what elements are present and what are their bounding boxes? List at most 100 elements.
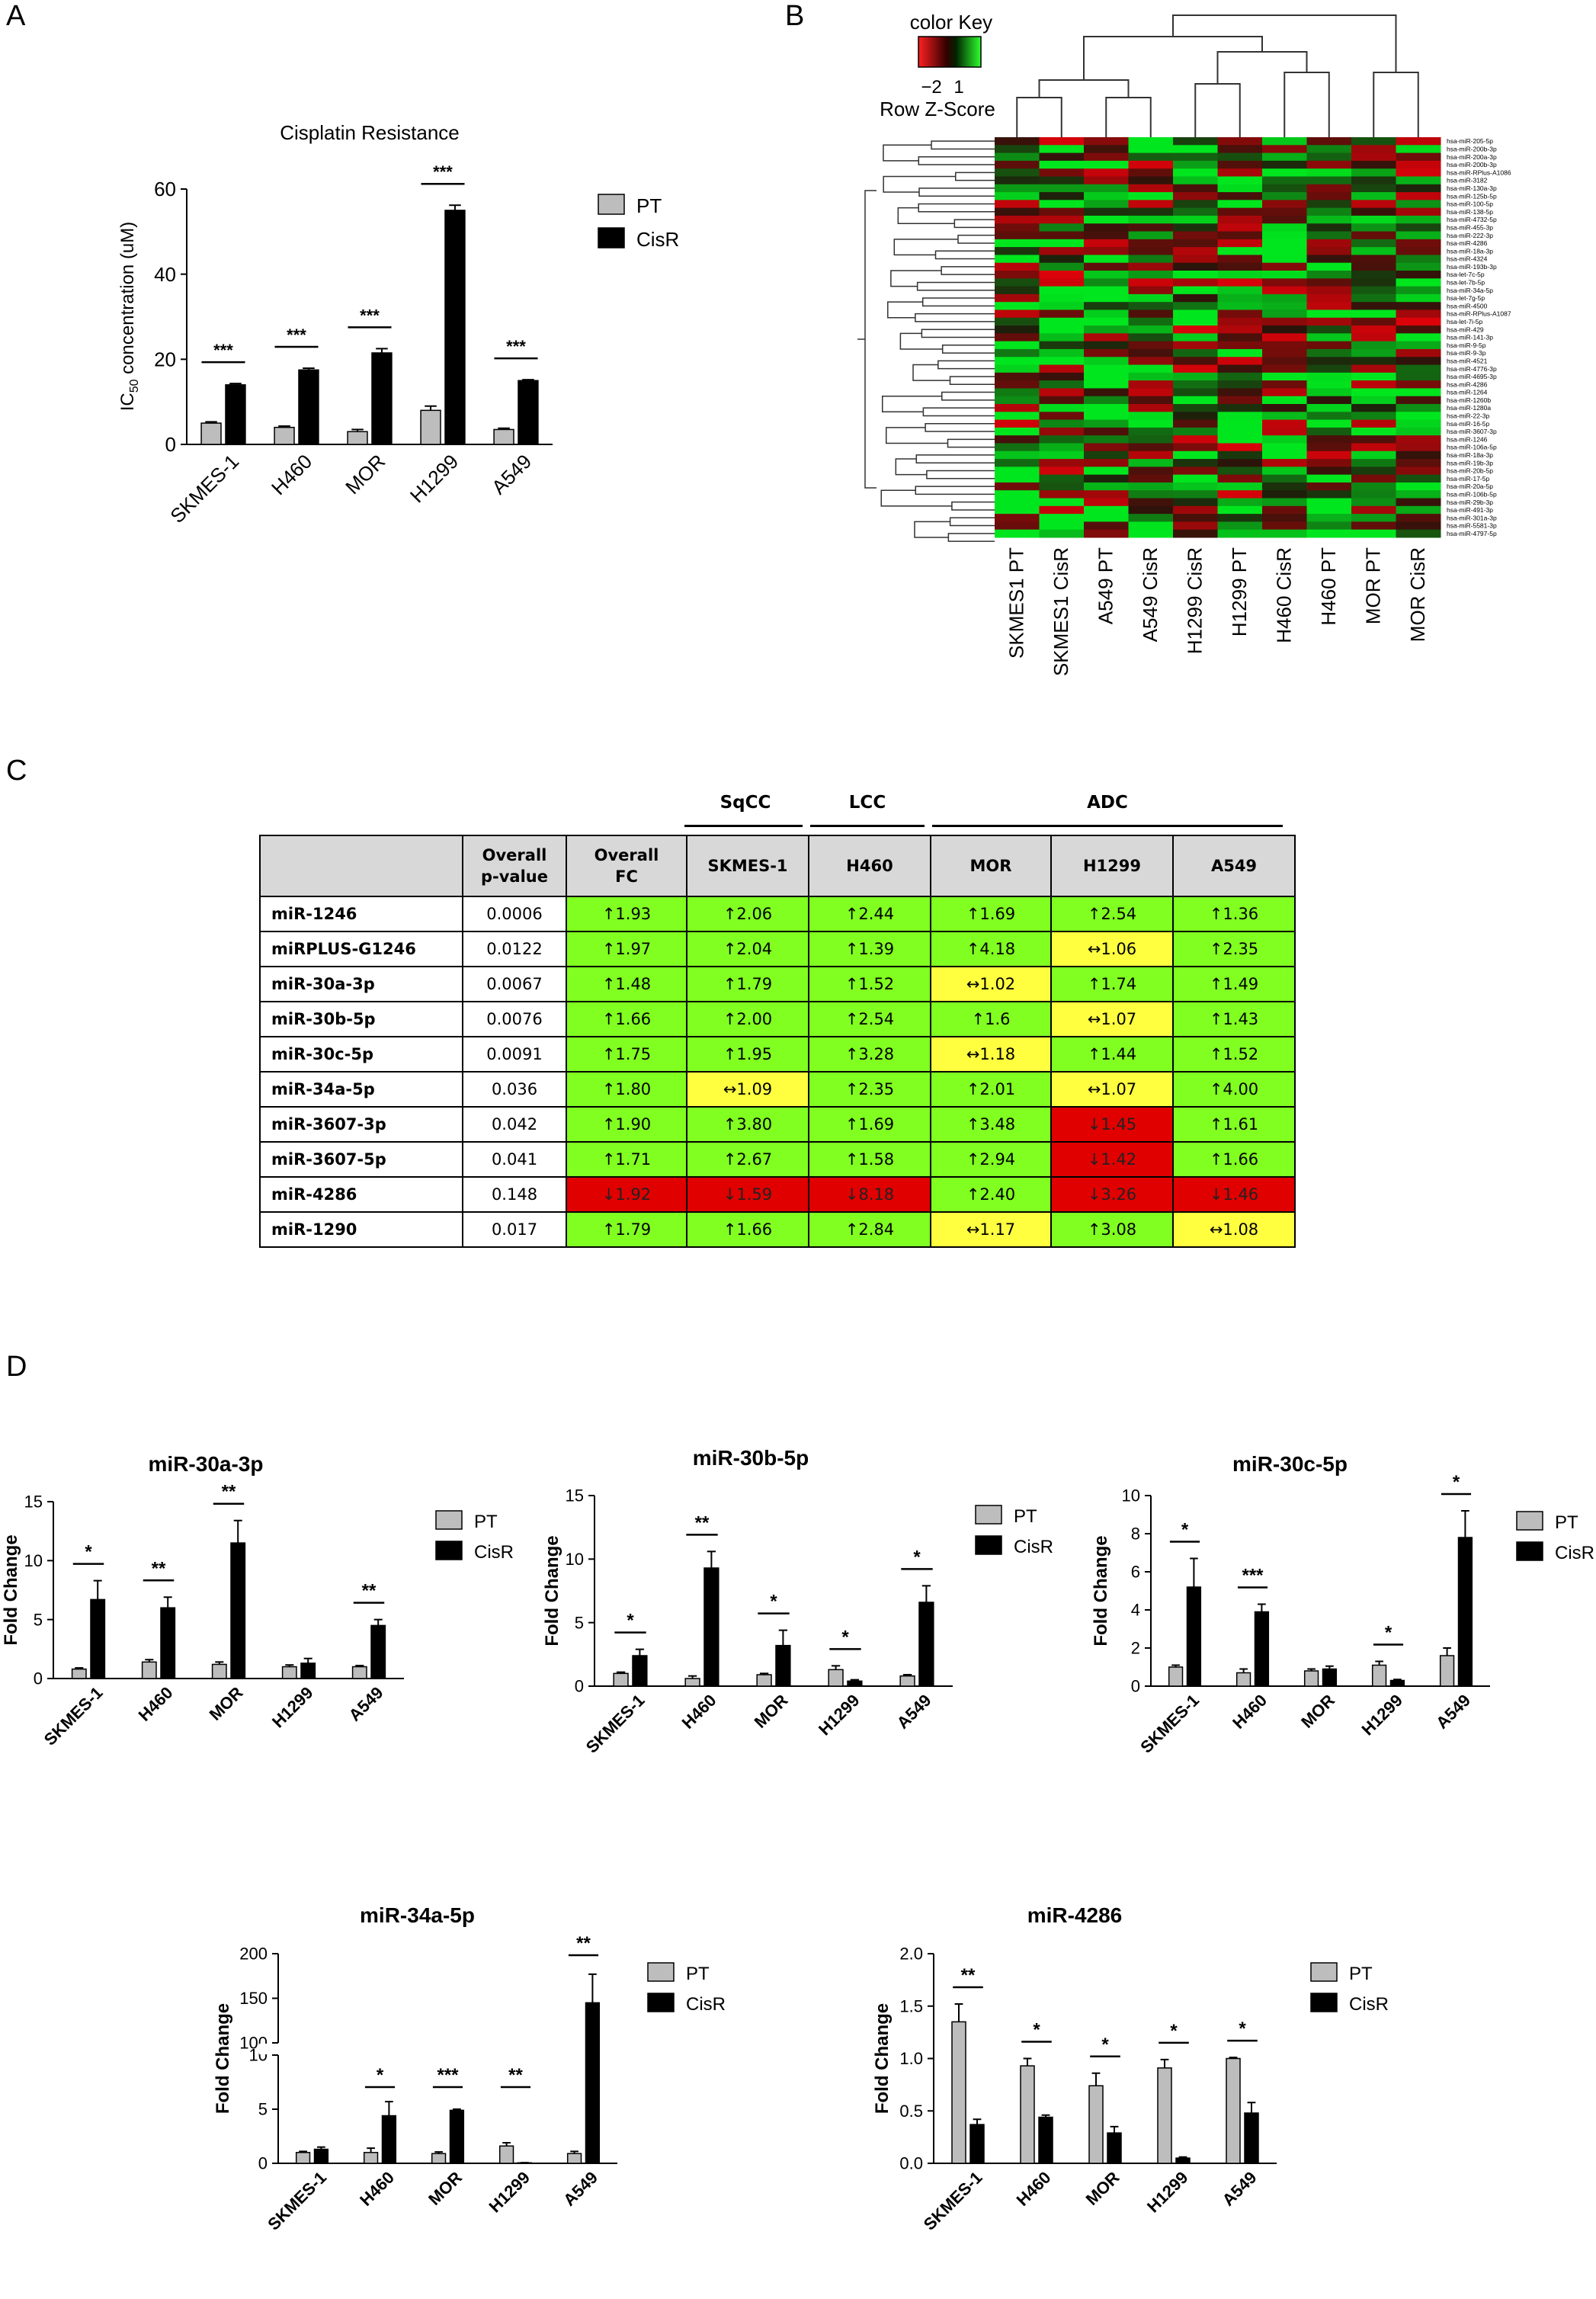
panel-label-a: A: [6, 0, 26, 32]
chart-title: Cisplatin Resistance: [280, 121, 460, 144]
bar-cisr: [969, 2124, 985, 2164]
bar-pt: [281, 1666, 297, 1679]
heatmap-cell: [995, 302, 1040, 310]
heatmap-cell: [1084, 364, 1129, 374]
bar-pt: [493, 428, 514, 445]
row-dendrogram-link: [921, 297, 995, 307]
heatmap-cell: [1039, 192, 1085, 200]
heatmap-cell: [1262, 200, 1307, 209]
significance-label: **: [508, 2065, 523, 2086]
heatmap-row-label: hsa-miR-1260b: [1447, 396, 1491, 404]
heatmap-cell: [1039, 521, 1085, 531]
heatmap-cell: [1262, 380, 1307, 389]
bar-pt: [363, 2152, 379, 2164]
heatmap-cell: [1217, 435, 1263, 444]
heatmap-cell: [1351, 364, 1396, 374]
heatmap-cell: [995, 168, 1040, 177]
heatmap-cell: [1306, 514, 1352, 522]
heatmap-cell: [995, 231, 1040, 240]
heatmap-cell: [1262, 427, 1307, 436]
heatmap-cell: [1306, 231, 1352, 240]
significance-label: *: [627, 1611, 634, 1631]
row-dendrogram-link: [885, 427, 948, 444]
heatmap-cell: [1084, 404, 1129, 412]
y-axis-label: Fold Change: [1091, 1535, 1111, 1646]
header-mor: MOR: [930, 835, 1052, 897]
row-dendrogram-link: [912, 364, 950, 381]
significance-label: ***: [437, 2065, 459, 2086]
x-tick-label: H1299: [1143, 2168, 1192, 2217]
heatmap-cell: [1039, 529, 1085, 538]
y-tick-label: 6: [1131, 1563, 1140, 1582]
heatmap-cell: [1306, 388, 1352, 397]
heatmap-cell: [1262, 231, 1307, 240]
heatmap-row-label: hsa-miR-4732-5p: [1447, 216, 1497, 223]
heatmap-cell: [1173, 192, 1218, 200]
x-tick-label: SKMES-1: [1136, 1691, 1203, 1757]
heatmap-cell: [995, 435, 1040, 444]
bar-cisr: [1038, 2116, 1053, 2164]
heatmap-row-label: hsa-miR-193b-3p: [1447, 263, 1497, 271]
y-tick-label: 60: [154, 178, 176, 200]
heatmap-cell: [1217, 451, 1263, 460]
bar-cisr: [585, 2002, 601, 2164]
heatmap-cell: [1396, 498, 1441, 507]
header-overall-pvalue: Overall p-value: [462, 835, 567, 897]
heatmap-cell: [1217, 482, 1263, 491]
row-dendrogram-link: [934, 250, 995, 260]
heatmap-cell: [995, 278, 1040, 287]
significance-label: **: [362, 1581, 377, 1602]
heatmap-cell: [1396, 529, 1441, 538]
bar-cisr: [1107, 2132, 1122, 2164]
bar-cisr: [1175, 2157, 1191, 2164]
heatmap-cell: [1396, 271, 1441, 279]
heatmap-cell: [1396, 286, 1441, 295]
heatmap-cell: [1173, 137, 1218, 146]
heatmap-cell: [1351, 168, 1396, 177]
heatmap-cell: [1262, 207, 1307, 216]
heatmap-cell: [1217, 184, 1263, 193]
pvalue-cell: 0.036: [462, 1071, 567, 1108]
heatmap-cell: [995, 341, 1040, 350]
heatmap-cell: [995, 443, 1040, 452]
y-tick-label: 1.5: [899, 1996, 923, 2015]
heatmap-cell: [1084, 443, 1129, 452]
heatmap-cell: [1262, 348, 1307, 358]
heatmap-cell: [1217, 348, 1263, 358]
heatmap-cell: [1173, 459, 1218, 467]
row-dendrogram-link: [915, 486, 995, 495]
legend-swatch-cisr: [1516, 1541, 1543, 1561]
y-tick-label: 0: [258, 2154, 268, 2173]
group-label-lcc: LCC: [848, 793, 886, 813]
column-dendrogram-link: [1105, 97, 1152, 137]
heatmap-cell: [1217, 427, 1263, 436]
legend-swatch-pt: [598, 194, 625, 215]
heatmap-cell: [1039, 231, 1085, 240]
fold-change-cell: ↑1.49: [1172, 966, 1296, 1002]
heatmap-row-label: hsa-miR-22-3p: [1447, 412, 1489, 420]
heatmap-row-label: hsa-miR-4286: [1447, 380, 1488, 388]
heatmap-cell: [1128, 498, 1174, 507]
heatmap-cell: [995, 505, 1040, 515]
heatmap-row-label: hsa-miR-200b-3p: [1447, 161, 1497, 168]
legend-label-pt: PT: [636, 194, 662, 217]
heatmap-cell: [1262, 357, 1307, 366]
heatmap-cell: [1396, 184, 1441, 193]
table-header-row: Overall p-value Overall FC SKMES-1 H460 MO…: [259, 835, 1296, 897]
heatmap-cell: [1217, 215, 1263, 224]
heatmap-cell: [1084, 419, 1129, 428]
heatmap-cell: [1039, 184, 1085, 193]
heatmap-cell: [1306, 333, 1352, 342]
legend-swatch-cisr: [1310, 1993, 1338, 2012]
heatmap-cell: [1351, 223, 1396, 232]
significance-label: *: [1101, 2034, 1109, 2055]
heatmap-cell: [1262, 529, 1307, 538]
heatmap-cell: [1396, 474, 1441, 483]
heatmap-row-label: hsa-miR-455-3p: [1447, 223, 1493, 231]
fold-change-cell: ↑1.66: [1172, 1141, 1296, 1178]
fold-change-cell: ↑3.48: [930, 1106, 1052, 1143]
x-tick-label: H460: [1013, 2168, 1055, 2210]
heatmap-cell: [1351, 388, 1396, 397]
heatmap-column-label: H1299 PT: [1228, 547, 1251, 636]
bar-pt: [756, 1674, 772, 1687]
